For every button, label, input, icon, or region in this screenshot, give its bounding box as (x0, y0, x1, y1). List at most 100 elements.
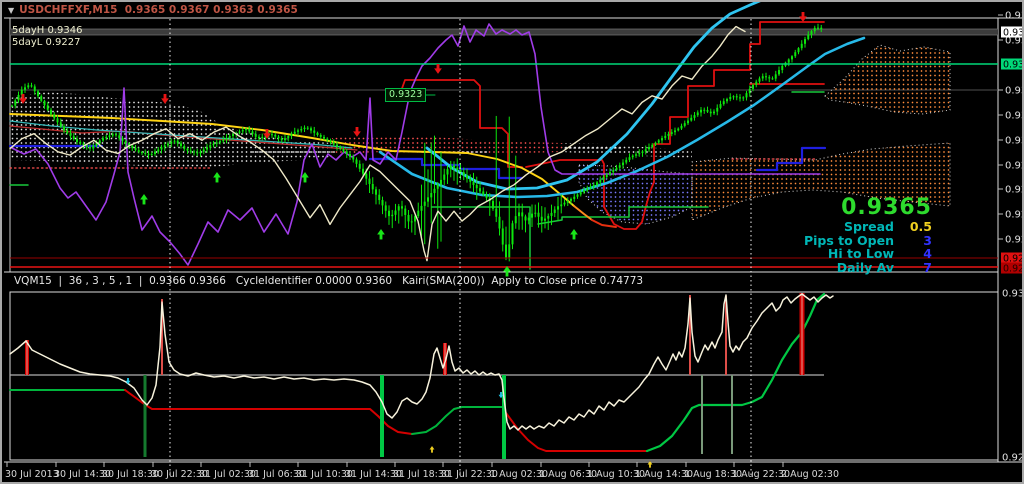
candle-body (222, 139, 225, 142)
down-arrow-icon (161, 94, 169, 104)
candle-body (378, 194, 381, 201)
candle-body (612, 169, 615, 173)
candle-body (196, 152, 199, 154)
candle-body (66, 130, 69, 134)
candle-body (85, 145, 88, 147)
candle-body (401, 206, 403, 209)
candle-body (287, 136, 290, 139)
candle-body (449, 165, 452, 170)
candle-body (329, 140, 332, 143)
arrow-stem (163, 94, 167, 99)
candle-body (800, 43, 803, 49)
candle-body (345, 151, 348, 155)
candle-body (14, 100, 17, 106)
down-arrow-icon (19, 94, 27, 104)
chart-title-bar[interactable]: ▼ USDCHFFXF,M15 0.9365 0.9367 0.9363 0.93… (8, 4, 298, 16)
candle-body (56, 118, 59, 123)
time-label: 31 Jul 06:30 (248, 469, 305, 480)
candle-body (553, 209, 556, 213)
vq-main-line (9, 293, 834, 431)
candle-body (778, 70, 780, 75)
candle-body (674, 130, 676, 133)
arrow-head (19, 98, 27, 104)
price-tag-label: 0.9323 (385, 88, 427, 102)
candle-body (472, 181, 475, 185)
candle-body (661, 138, 663, 141)
price-marker-box (1001, 58, 1022, 70)
arrow-stem (431, 449, 433, 453)
time-label: 1 Aug 22:30 (732, 469, 790, 480)
overlay-layer (10, 12, 998, 478)
up-arrow-icon (429, 446, 435, 453)
lower-tick-label: 0.937 (1002, 289, 1024, 300)
arrow-head (213, 172, 221, 178)
candle-body (765, 76, 767, 78)
candle-body (456, 167, 459, 170)
candle-body (414, 216, 416, 222)
candle-body (739, 97, 741, 99)
time-label: 30 Jul 22:30 (151, 469, 208, 480)
daily-av-label: Daily Av (836, 259, 894, 275)
candles-group (11, 23, 823, 262)
candle-body (443, 174, 446, 180)
candle-body (752, 84, 754, 89)
candle-body (319, 135, 322, 137)
candle-body (521, 212, 524, 217)
candle-body (768, 77, 771, 79)
price-tick-label: 0.9255 (1005, 210, 1024, 221)
candle-body (722, 101, 725, 105)
candle-body (225, 137, 228, 140)
hi-to-low-value: 4 (923, 246, 932, 261)
chevron-down-icon[interactable]: ▼ (8, 6, 15, 15)
candle-body (342, 148, 345, 152)
candle-body (72, 136, 75, 140)
candle-body (735, 96, 738, 98)
arrow-stem (500, 392, 502, 396)
candle-body (436, 184, 439, 189)
candle-body (547, 215, 550, 219)
candle-body (700, 109, 702, 113)
candle-body (670, 132, 673, 134)
arrow-head (647, 461, 653, 465)
candle-body (820, 27, 823, 30)
candle-body (791, 56, 793, 60)
candle-body (518, 212, 520, 217)
candle-body (615, 167, 618, 170)
candle-body (280, 138, 283, 141)
candle-body (498, 216, 501, 229)
candle-body (703, 109, 706, 111)
candle-body (141, 152, 143, 154)
candle-body (300, 129, 303, 131)
candle-body (154, 151, 156, 154)
price-marker-box (1001, 26, 1022, 38)
vq-green-signal (645, 292, 826, 453)
arrow-head (498, 394, 504, 399)
candle-body (706, 110, 709, 112)
time-label: 30 Jul 14:30 (54, 469, 111, 480)
candle-body (664, 135, 667, 139)
price-tick-label: 0.9315 (1005, 111, 1024, 122)
price-marker-box (1001, 252, 1022, 264)
five-day-low-label: 5dayL 0.9227 (12, 37, 81, 48)
time-label: 31 Jul 18:30 (393, 469, 450, 480)
candle-body (150, 153, 153, 155)
pips-to-open-label: Pips to Open (803, 232, 894, 248)
candle-body (76, 139, 78, 142)
candle-body (466, 175, 468, 179)
vq-red-signal (124, 389, 413, 435)
price-tick-label: 0.9270 (1005, 185, 1024, 196)
time-label: 1 Aug 10:30 (587, 469, 645, 480)
candle-body (53, 114, 56, 119)
indicator-header[interactable]: VQM15 | 36 , 3 , 5 , 1 | 0.9366 0.9366 C… (14, 275, 644, 287)
candle-body (511, 223, 514, 245)
candle-body (690, 117, 693, 121)
chikou-span-line (9, 25, 746, 262)
candle-body (644, 149, 647, 152)
candle-body (732, 96, 735, 98)
candle-body (501, 228, 504, 245)
candle-body (92, 145, 95, 149)
candle-body (631, 155, 634, 158)
candle-body (163, 145, 166, 148)
candle-body (355, 159, 358, 164)
